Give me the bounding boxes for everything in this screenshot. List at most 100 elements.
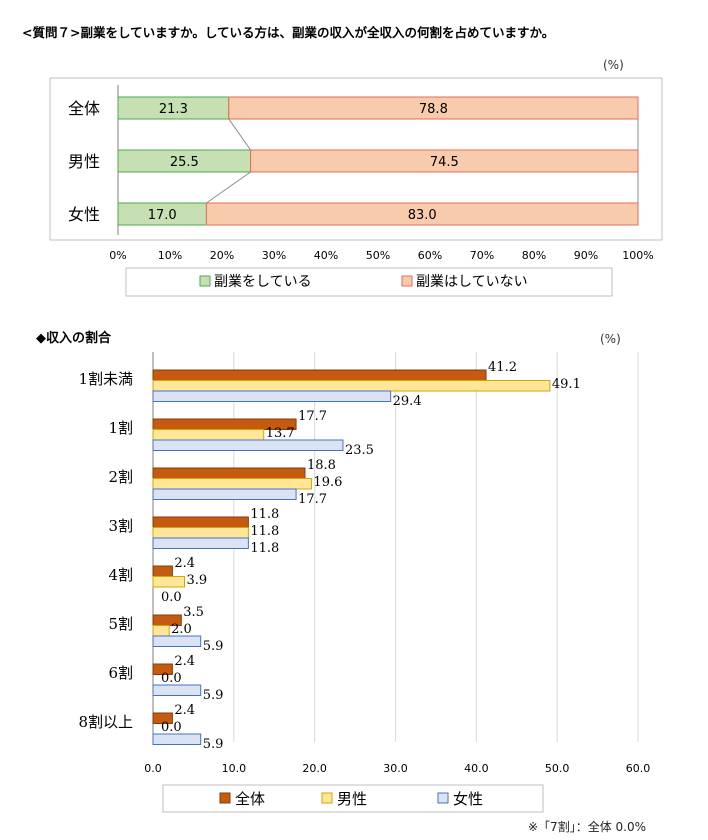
chart2-bar xyxy=(152,537,249,549)
chart1-legend-swatch xyxy=(401,275,413,287)
chart2-category-label: 6割 xyxy=(108,664,133,682)
chart1-data-label: 78.8 xyxy=(419,102,448,117)
chart1-legend-swatch xyxy=(199,275,211,287)
chart2-data-label: 2.4 xyxy=(174,703,195,718)
chart1-x-tick-label: 100% xyxy=(622,249,653,262)
chart1-x-tick-label: 80% xyxy=(522,249,546,262)
chart2-data-label: 2.4 xyxy=(174,654,195,669)
chart1-unit-label: (%) xyxy=(603,58,624,72)
chart2-data-label: 0.0 xyxy=(161,590,182,605)
chart2-data-label: 2.0 xyxy=(171,622,192,637)
chart2-category-label: 1割未満 xyxy=(78,370,133,388)
chart1-data-label: 21.3 xyxy=(159,102,188,117)
chart2-category-label: 3割 xyxy=(108,517,133,535)
chart2-bar xyxy=(152,478,312,490)
chart2-bar xyxy=(152,733,202,745)
chart1-bar-segment xyxy=(250,149,639,173)
chart2-data-label: 11.8 xyxy=(250,524,279,539)
chart2-bar xyxy=(152,712,173,724)
chart1-legend-label: 副業をしている xyxy=(214,274,312,290)
chart1-x-tick-label: 30% xyxy=(262,249,286,262)
chart1-x-tick-label: 90% xyxy=(574,249,598,262)
chart2-bar xyxy=(152,369,487,381)
chart1-category-label: 女性 xyxy=(68,205,100,224)
chart2-bar xyxy=(152,576,186,588)
chart2-category-label: 4割 xyxy=(108,566,133,584)
chart2-x-tick-label: 60.0 xyxy=(626,762,651,775)
chart1-category-label: 男性 xyxy=(68,152,100,171)
chart2-bar xyxy=(152,527,249,539)
chart1-bar-segment xyxy=(205,202,639,226)
chart2-data-label: 0.0 xyxy=(161,671,182,686)
chart2-bar xyxy=(152,635,202,647)
chart2-category-label: 1割 xyxy=(108,419,133,437)
chart2-data-label: 5.9 xyxy=(203,688,224,703)
chart1-series-connector xyxy=(206,171,251,204)
chart2-x-tick-label: 40.0 xyxy=(464,762,489,775)
chart1-data-label: 25.5 xyxy=(170,155,199,170)
chart2-bar xyxy=(152,488,297,500)
chart1-x-tick-label: 70% xyxy=(470,249,494,262)
chart2-bar xyxy=(152,439,344,451)
chart2-x-tick-label: 20.0 xyxy=(302,762,327,775)
chart2-category-label: 2割 xyxy=(108,468,133,486)
chart2-data-label: 3.9 xyxy=(187,573,208,588)
chart2-legend-swatch xyxy=(321,792,333,804)
chart2-data-label: 13.7 xyxy=(266,426,295,441)
chart2-bar xyxy=(152,625,170,637)
chart2-data-label: 19.6 xyxy=(313,475,342,490)
chart2-bar xyxy=(152,380,551,392)
chart2-data-label: 17.7 xyxy=(298,492,327,507)
chart2-data-label: 3.5 xyxy=(183,605,204,620)
chart1-x-tick-label: 10% xyxy=(158,249,182,262)
chart2-data-label: 41.2 xyxy=(488,360,517,375)
chart2-data-label: 49.1 xyxy=(552,377,581,392)
chart2-bar xyxy=(152,390,392,402)
chart2-legend-swatch xyxy=(219,792,231,804)
chart2-data-label: 2.4 xyxy=(174,556,195,571)
chart2-bar xyxy=(152,684,202,696)
chart1-x-tick-label: 20% xyxy=(210,249,234,262)
chart2-bar xyxy=(152,565,173,577)
chart2-data-label: 29.4 xyxy=(393,394,422,409)
chart2-data-label: 5.9 xyxy=(203,737,224,752)
footnote: ※「7割」：全体 0.0% xyxy=(528,820,646,834)
chart2-x-tick-label: 50.0 xyxy=(545,762,570,775)
section2-title: ◆収入の割合 xyxy=(36,331,111,346)
chart-side-job-status: 全体 21.3 78.8 男性 25.5 74.5 女性 17.0 83.0 0% 10% 20% 30… xyxy=(49,77,663,297)
chart1-x-tick-label: 0% xyxy=(109,249,126,262)
chart2-legend-label: 全体 xyxy=(235,790,265,808)
chart2-data-label: 23.5 xyxy=(345,443,374,458)
chart2-data-label: 0.0 xyxy=(161,720,182,735)
chart1-bar-segment xyxy=(228,96,639,120)
chart2-x-tick-label: 0.0 xyxy=(144,762,162,775)
chart2-legend-label: 女性 xyxy=(453,790,483,808)
chart1-legend-label: 副業はしていない xyxy=(416,274,528,290)
chart2-bar xyxy=(152,429,265,441)
chart1-category-label: 全体 xyxy=(68,99,100,118)
chart1-x-tick-label: 60% xyxy=(418,249,442,262)
chart2-x-tick-label: 30.0 xyxy=(383,762,408,775)
chart2-data-label: 18.8 xyxy=(307,458,336,473)
question-title: <質問７>副業をしていますか。している方は、副業の収入が全収入の何割を占めていま… xyxy=(22,25,555,40)
chart2-legend-swatch xyxy=(437,792,449,804)
chart1-data-label: 74.5 xyxy=(430,155,459,170)
chart1-data-label: 83.0 xyxy=(408,208,437,223)
chart2-data-label: 17.7 xyxy=(298,409,327,424)
chart2-data-label: 5.9 xyxy=(203,639,224,654)
chart2-category-label: 5割 xyxy=(108,615,133,633)
chart2-x-tick-label: 10.0 xyxy=(222,762,247,775)
chart2-bar xyxy=(152,467,306,479)
chart2-data-label: 11.8 xyxy=(250,507,279,522)
chart2-bar xyxy=(152,663,173,675)
chart1-x-tick-label: 50% xyxy=(366,249,390,262)
chart2-data-label: 11.8 xyxy=(250,541,279,556)
chart1-series-connector xyxy=(228,118,252,151)
chart2-category-label: 8割以上 xyxy=(78,713,133,731)
chart1-data-label: 17.0 xyxy=(148,208,177,223)
chart2-bar xyxy=(152,516,249,528)
chart2-legend-label: 男性 xyxy=(337,790,367,808)
chart1-x-tick-label: 40% xyxy=(314,249,338,262)
chart2-unit-label: (%) xyxy=(600,332,621,346)
